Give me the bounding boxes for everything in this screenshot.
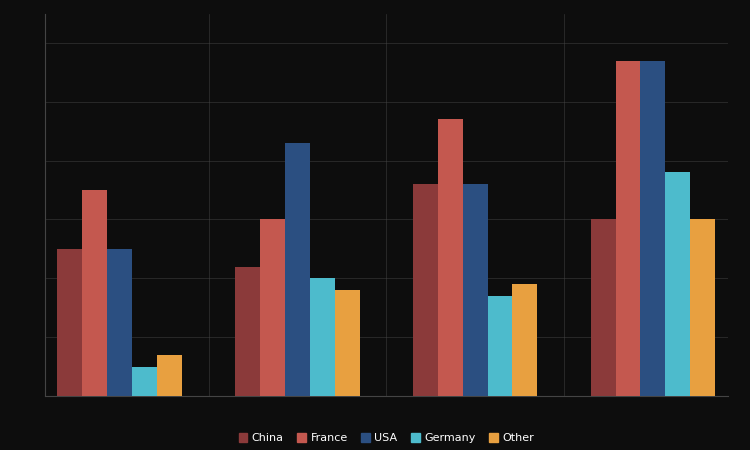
Bar xyxy=(58,249,82,396)
Bar xyxy=(285,143,310,396)
Bar xyxy=(591,220,616,396)
Bar xyxy=(463,184,488,396)
Bar xyxy=(107,249,132,396)
Bar xyxy=(236,266,260,396)
Bar xyxy=(260,220,285,396)
Bar xyxy=(132,367,157,396)
Legend: China, France, USA, Germany, Other: China, France, USA, Germany, Other xyxy=(234,429,538,448)
Bar xyxy=(157,355,182,396)
Bar xyxy=(690,220,715,396)
Bar xyxy=(413,184,438,396)
Bar xyxy=(82,190,107,396)
Bar xyxy=(334,290,359,396)
Bar xyxy=(616,61,640,396)
Bar xyxy=(488,296,512,396)
Bar xyxy=(512,284,537,396)
Bar xyxy=(640,61,665,396)
Bar xyxy=(310,278,334,396)
Bar xyxy=(438,119,463,396)
Bar xyxy=(665,172,690,396)
